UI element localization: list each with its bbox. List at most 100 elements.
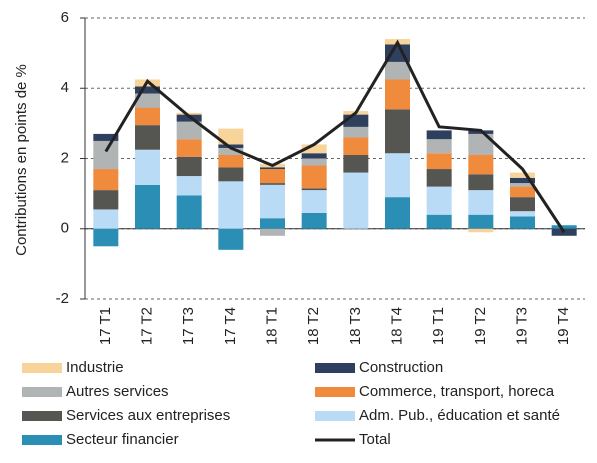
bar-segment bbox=[468, 190, 494, 215]
bar-segment bbox=[510, 172, 535, 178]
x-tick-label: 17 T3 bbox=[180, 307, 197, 345]
bar-segment bbox=[218, 181, 244, 229]
bar-segment bbox=[343, 126, 369, 138]
bar-segment bbox=[218, 154, 244, 168]
legend-swatch bbox=[22, 363, 62, 373]
bar-segment bbox=[510, 197, 535, 212]
bar-segment bbox=[343, 172, 369, 229]
legend-swatch bbox=[315, 363, 355, 373]
bar-segment bbox=[426, 186, 452, 215]
legend-swatch bbox=[315, 387, 355, 397]
legend-label: Adm. Pub., éducation et santé bbox=[359, 407, 560, 424]
bar-segment bbox=[260, 183, 285, 185]
bar-segment bbox=[135, 184, 160, 229]
bar-segment bbox=[468, 228, 494, 233]
x-tick-label: 18 T4 bbox=[388, 307, 405, 345]
bar-segment bbox=[426, 130, 452, 140]
bar-segment bbox=[93, 190, 119, 210]
y-axis-title: Contributions en points de % bbox=[13, 64, 30, 256]
bar-segment bbox=[468, 133, 494, 155]
legend-swatch bbox=[22, 411, 62, 421]
bar-segment bbox=[468, 174, 494, 191]
bar-segment bbox=[260, 218, 285, 229]
x-tick-label: 19 T1 bbox=[430, 307, 447, 345]
bar-segment bbox=[426, 169, 452, 187]
bar-segment bbox=[510, 211, 535, 217]
bar-segment bbox=[426, 139, 452, 154]
y-tick-label: 6 bbox=[61, 9, 69, 26]
bar-segment bbox=[426, 214, 452, 229]
legend-label: Secteur financier bbox=[66, 431, 179, 448]
bar-segment bbox=[510, 216, 535, 229]
x-tick-label: 19 T3 bbox=[513, 307, 530, 345]
bar-segment bbox=[510, 183, 535, 187]
bar-segment bbox=[301, 165, 327, 189]
bar-segment bbox=[510, 177, 535, 184]
bar-segment bbox=[176, 121, 202, 140]
bar-segment bbox=[93, 169, 119, 191]
legend-swatch bbox=[315, 411, 355, 421]
y-tick-label: -2 bbox=[56, 290, 69, 307]
legend-label: Construction bbox=[359, 359, 443, 376]
x-tick-label: 18 T3 bbox=[347, 307, 364, 345]
bar-segment bbox=[218, 147, 244, 155]
y-tick-label: 0 bbox=[61, 220, 69, 237]
bar-segment bbox=[468, 214, 494, 229]
bar-segment bbox=[551, 225, 577, 229]
bar-segment bbox=[135, 86, 160, 94]
bar-segment bbox=[93, 133, 119, 141]
bar-segment bbox=[260, 184, 285, 219]
x-tick-label: 17 T4 bbox=[222, 307, 239, 345]
legend-label: Commerce, transport, horeca bbox=[359, 383, 555, 400]
bar-segment bbox=[510, 186, 535, 198]
bar-segment bbox=[343, 137, 369, 155]
legend-label: Services aux entreprises bbox=[66, 407, 230, 424]
bar-segment bbox=[301, 188, 327, 191]
bar-segment bbox=[260, 169, 285, 184]
bar-segment bbox=[176, 176, 202, 196]
x-tick-label: 19 T4 bbox=[555, 307, 572, 345]
bar-segment bbox=[260, 228, 285, 236]
legend-swatch bbox=[22, 387, 62, 397]
bar-segment bbox=[385, 153, 410, 198]
bar-segment bbox=[135, 107, 160, 126]
bar-segment bbox=[176, 195, 202, 229]
y-tick-label: 4 bbox=[61, 79, 69, 96]
bar-segment bbox=[93, 228, 119, 247]
bar-segment bbox=[301, 190, 327, 213]
x-tick-label: 19 T2 bbox=[472, 307, 489, 345]
bar-segment bbox=[301, 158, 327, 166]
x-tick-label: 17 T1 bbox=[97, 307, 114, 345]
bar-segment bbox=[218, 128, 244, 145]
bar-segment bbox=[301, 212, 327, 229]
bar-segment bbox=[343, 154, 369, 173]
x-tick-label: 18 T1 bbox=[263, 307, 280, 345]
bar-segment bbox=[385, 197, 410, 229]
legend-label: Total bbox=[359, 431, 391, 448]
bar-segment bbox=[176, 156, 202, 177]
legend-label: Autres services bbox=[66, 383, 169, 400]
bar-segment bbox=[176, 112, 202, 115]
bar-segment bbox=[93, 140, 119, 170]
bar-segment bbox=[135, 125, 160, 150]
bar-segment bbox=[468, 154, 494, 175]
bar-segment bbox=[135, 149, 160, 185]
x-tick-label: 17 T2 bbox=[138, 307, 155, 345]
bar-segment bbox=[301, 153, 327, 159]
bar-segment bbox=[93, 209, 119, 229]
y-tick-label: 2 bbox=[61, 149, 69, 166]
bar-segment bbox=[301, 144, 327, 154]
legend-label: Industrie bbox=[66, 359, 124, 376]
bar-segment bbox=[385, 79, 410, 110]
legend-swatch bbox=[22, 435, 62, 445]
bar-segment bbox=[218, 167, 244, 182]
bar-segment bbox=[385, 109, 410, 154]
total-line bbox=[104, 39, 566, 234]
bar-segment bbox=[385, 61, 410, 80]
bar-segment bbox=[260, 167, 285, 170]
bar-segment bbox=[218, 228, 244, 250]
bar-segment bbox=[176, 139, 202, 157]
bar-segment bbox=[426, 153, 452, 170]
bar-segment bbox=[135, 93, 160, 108]
